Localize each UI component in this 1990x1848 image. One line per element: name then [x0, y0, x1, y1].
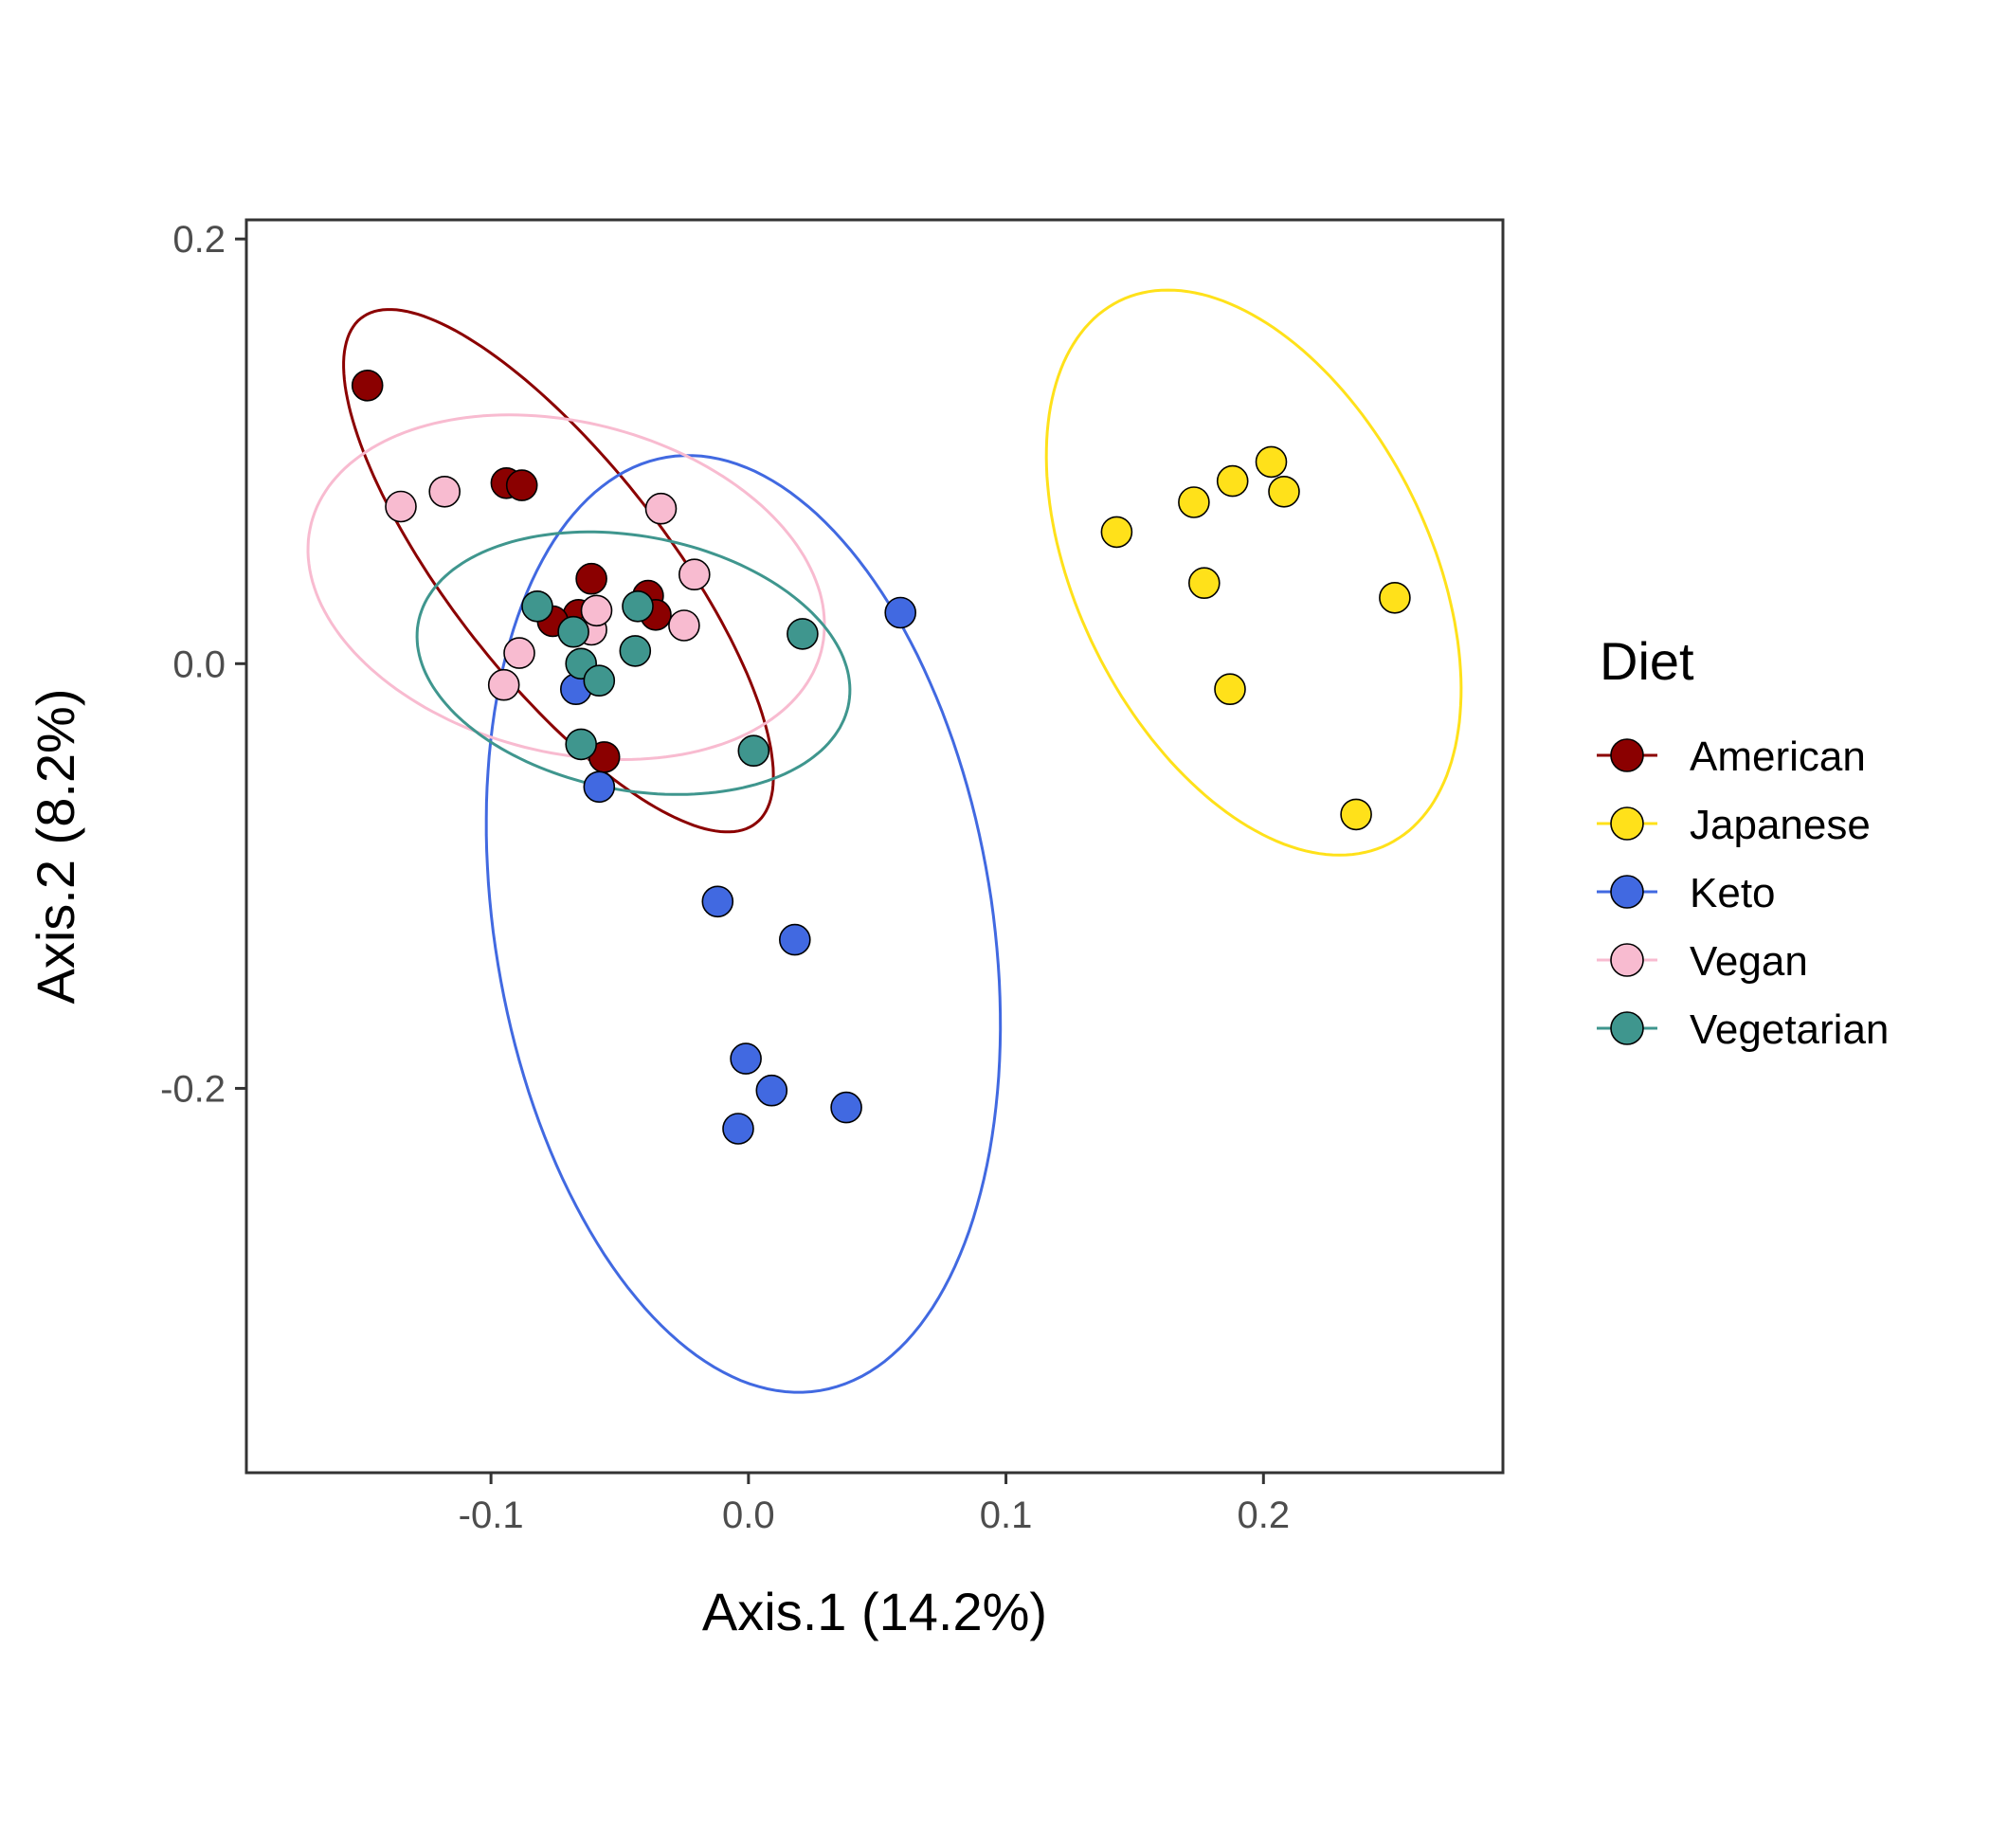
legend-label: Japanese: [1690, 802, 1871, 848]
point-japanese-8: [1214, 673, 1246, 706]
legend-item-vegan: Vegan: [1597, 938, 1808, 985]
legend-key-marker: [1610, 738, 1644, 772]
x-tick-label: 0.2: [1237, 1495, 1290, 1536]
point-vegan-3: [644, 492, 678, 525]
x-tick-label: -0.1: [459, 1495, 524, 1536]
series-japanese: [1100, 445, 1411, 831]
x-tick-label: 0.0: [722, 1495, 775, 1536]
ellipse-keto: [484, 454, 1003, 1394]
point-vegetarian-1: [521, 589, 553, 623]
point-japanese-4: [1255, 445, 1288, 479]
series-vegetarian: [521, 589, 819, 768]
point-japanese-1: [1100, 516, 1133, 549]
legend-label: Vegetarian: [1690, 1006, 1889, 1053]
x-tick-label: 0.1: [980, 1495, 1033, 1536]
legend-item-keto: Keto: [1597, 870, 1776, 916]
point-vegan-8: [503, 637, 535, 669]
ellipse-vegan: [306, 413, 826, 762]
legend-label: Keto: [1690, 870, 1776, 916]
y-tick-label: -0.2: [160, 1068, 226, 1110]
point-american-3: [505, 469, 538, 501]
point-keto-4: [701, 885, 734, 918]
point-keto-1: [884, 596, 917, 629]
legend-key-marker: [1610, 943, 1644, 977]
point-american-5: [575, 562, 607, 595]
plot-panel-border: [244, 218, 1505, 1475]
point-vegetarian-6: [583, 664, 616, 698]
legend-label: American: [1690, 734, 1866, 780]
series-keto: [559, 596, 917, 1145]
x-axis-title: Axis.1 (14.2%): [702, 1582, 1047, 1641]
point-vegetarian-9: [737, 734, 770, 768]
series-vegan: [385, 475, 711, 701]
ellipse-vegetarian: [415, 530, 852, 796]
point-keto-7: [755, 1074, 788, 1107]
point-vegan-2: [428, 475, 461, 508]
y-axis-title: Axis.2 (8.2%): [26, 689, 85, 1005]
point-keto-5: [778, 923, 811, 956]
point-vegan-6: [580, 594, 613, 627]
y-tick-label: 0.0: [172, 643, 226, 685]
point-japanese-5: [1268, 475, 1300, 508]
point-keto-6: [730, 1042, 762, 1075]
point-vegetarian-7: [787, 618, 819, 650]
point-vegan-1: [385, 490, 417, 523]
legend: Diet American Japanese Keto Vegan Vegetarian: [1597, 631, 1889, 1053]
legend-key-marker: [1610, 806, 1644, 841]
data-points: [351, 369, 1411, 1145]
point-vegetarian-4: [622, 589, 654, 623]
legend-item-vegetarian: Vegetarian: [1597, 1006, 1889, 1053]
point-vegan-7: [668, 609, 700, 642]
point-keto-9: [830, 1091, 862, 1124]
legend-title: Diet: [1600, 631, 1694, 691]
legend-item-japanese: Japanese: [1597, 802, 1871, 848]
legend-item-american: American: [1597, 734, 1866, 780]
x-axis: -0.1 0.0 0.1 0.2: [459, 1473, 1290, 1536]
legend-key-marker: [1610, 1011, 1644, 1045]
point-keto-3: [583, 770, 616, 804]
y-axis: 0.2 0.0 -0.2: [160, 219, 246, 1110]
point-keto-8: [722, 1113, 754, 1145]
legend-label: Vegan: [1690, 938, 1808, 985]
point-japanese-9: [1340, 798, 1372, 831]
point-japanese-6: [1188, 567, 1221, 600]
point-japanese-3: [1216, 464, 1249, 498]
point-vegetarian-5: [619, 635, 652, 667]
point-japanese-2: [1178, 486, 1210, 518]
point-vegetarian-8: [565, 728, 598, 761]
point-american-1: [351, 369, 384, 402]
point-vegan-9: [487, 668, 520, 701]
y-tick-label: 0.2: [172, 219, 226, 261]
point-vegetarian-2: [557, 615, 589, 648]
ellipse-japanese: [1044, 288, 1463, 857]
point-vegan-4: [678, 558, 711, 591]
legend-key-marker: [1610, 875, 1644, 909]
point-japanese-7: [1379, 581, 1411, 614]
